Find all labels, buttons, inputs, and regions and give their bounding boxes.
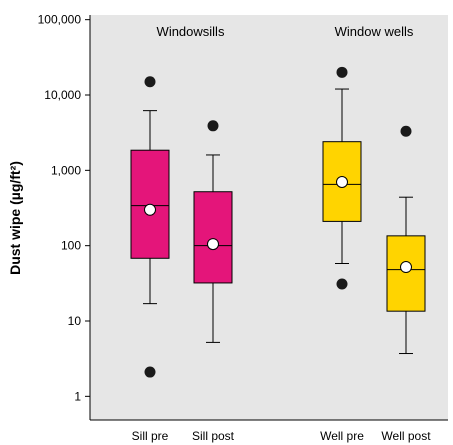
outlier-point <box>144 366 156 378</box>
y-tick-label: 100,000 <box>38 13 82 27</box>
outlier-point <box>336 66 348 78</box>
mean-marker <box>400 261 412 274</box>
mean-marker <box>336 176 348 189</box>
outlier-point <box>336 278 348 290</box>
chart-marks <box>130 66 426 378</box>
mean-marker <box>207 238 219 251</box>
x-category-label: Sill post <box>192 429 235 443</box>
y-axis-label: Dust wipe (µg/ft²) <box>7 161 23 275</box>
box-well-post <box>386 125 426 355</box>
box-sill-post <box>193 120 233 343</box>
y-tick-label: 100 <box>61 239 81 253</box>
y-tick-label: 1 <box>74 389 81 403</box>
y-tick-label: 10 <box>68 314 82 328</box>
outlier-point <box>207 120 219 132</box>
x-category-label: Sill pre <box>132 429 169 443</box>
axes: 1 10 100 1,000 10,000 100,000 Windowsills Windo… <box>38 13 448 443</box>
iqr-box <box>193 191 233 284</box>
y-tick-label: 1,000 <box>51 163 81 177</box>
x-category-label: Well pre <box>320 429 364 443</box>
iqr-box <box>386 235 426 312</box>
y-tick-label: 10,000 <box>44 88 81 102</box>
group-label: Windowsills <box>157 24 225 39</box>
box-well-pre <box>322 66 362 290</box>
group-label: Window wells <box>335 24 414 39</box>
x-category-label: Well post <box>381 429 431 443</box>
box-sill-pre <box>130 76 170 378</box>
outlier-point <box>144 76 156 88</box>
outlier-point <box>400 125 412 137</box>
mean-marker <box>144 203 156 216</box>
